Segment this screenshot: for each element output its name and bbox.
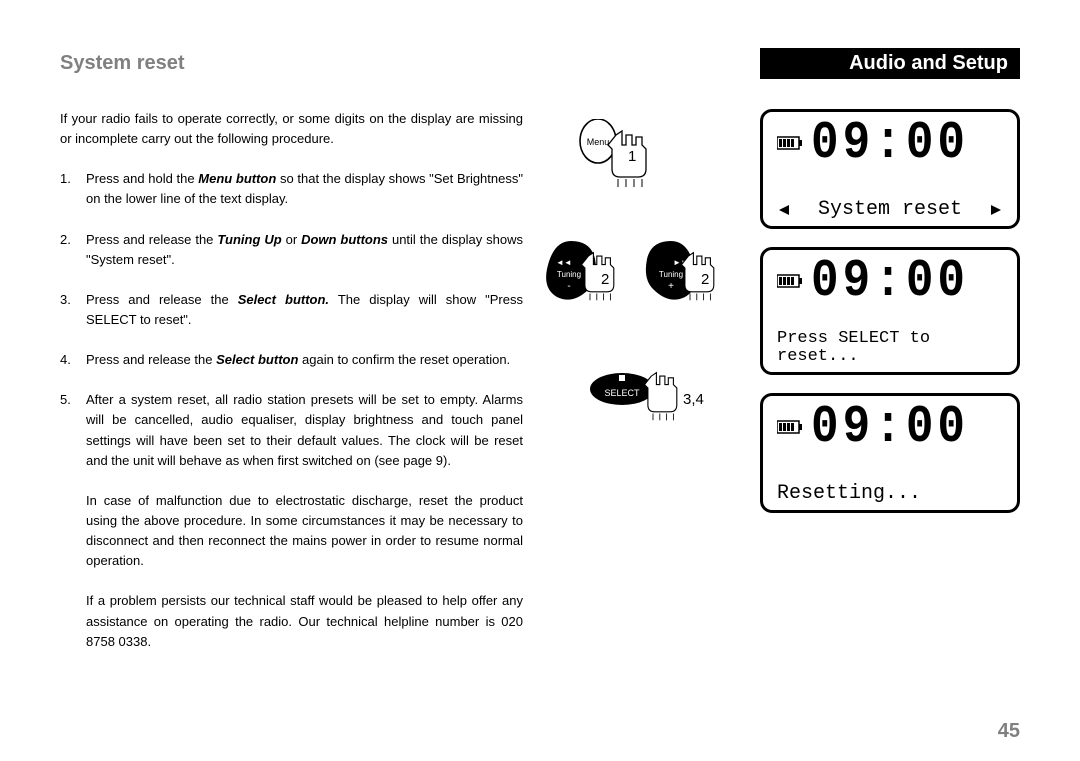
- step-2: 2. Press and release the Tuning Up or Do…: [60, 230, 523, 270]
- step-label-menu: 1: [628, 148, 636, 165]
- svg-text:2: 2: [601, 271, 609, 288]
- lcd-line: System reset: [818, 199, 962, 220]
- svg-text:2: 2: [701, 271, 709, 288]
- svg-text:Tuning: Tuning: [557, 270, 581, 279]
- select-label: SELECT: [604, 388, 640, 398]
- battery-icon: [777, 418, 805, 436]
- lcd-line: reset...: [777, 348, 1003, 366]
- diagram-tuning: ◄◄ Tuning - 2 ►► Tuning +: [543, 239, 753, 334]
- header-row: System reset Audio and Setup: [60, 48, 1020, 79]
- step-1: 1. Press and hold the Menu button so tha…: [60, 169, 523, 209]
- chapter-badge: Audio and Setup: [760, 48, 1020, 79]
- diagram-column: Menu 1 ◄◄ Tuning -: [543, 109, 740, 672]
- lcd-time: 09:00: [811, 401, 969, 454]
- battery-icon: [777, 272, 805, 290]
- menu-label: Menu: [587, 137, 610, 147]
- step-3: 3. Press and release the Select button. …: [60, 290, 523, 330]
- step-4: 4. Press and release the Select button a…: [60, 350, 523, 370]
- extra-para-1: In case of malfunction due to electrosta…: [86, 491, 523, 572]
- arrow-right-icon: [989, 203, 1003, 217]
- arrow-left-icon: [777, 203, 791, 217]
- extra-para-2: If a problem persists our technical staf…: [86, 591, 523, 651]
- svg-text:-: -: [567, 281, 570, 292]
- svg-text:◄◄: ◄◄: [556, 258, 572, 267]
- diagram-select: SELECT 3,4: [588, 369, 738, 434]
- section-title: System reset: [60, 52, 185, 75]
- lcd-line: Resetting...: [777, 483, 1003, 504]
- battery-icon: [777, 134, 805, 152]
- lcd-screen-3: 09:00 Resetting...: [760, 393, 1020, 513]
- svg-text:Tuning: Tuning: [659, 270, 683, 279]
- intro-paragraph: If your radio fails to operate correctly…: [60, 109, 523, 149]
- step-5: 5. After a system reset, all radio stati…: [60, 390, 523, 471]
- lcd-column: 09:00 System reset 09:00 Press SELECT to…: [760, 109, 1020, 672]
- diagram-menu: Menu 1: [578, 119, 668, 204]
- step-label-select: 3,4: [683, 391, 704, 408]
- text-column: If your radio fails to operate correctly…: [60, 109, 523, 672]
- svg-text:+: +: [668, 281, 674, 292]
- content-row: If your radio fails to operate correctly…: [60, 109, 1020, 672]
- lcd-time: 09:00: [811, 255, 969, 308]
- lcd-screen-2: 09:00 Press SELECT to reset...: [760, 247, 1020, 375]
- lcd-screen-1: 09:00 System reset: [760, 109, 1020, 229]
- step-list: 1. Press and hold the Menu button so tha…: [60, 169, 523, 471]
- lcd-line: Press SELECT to: [777, 330, 1003, 348]
- page-number: 45: [998, 720, 1020, 743]
- lcd-time: 09:00: [811, 117, 969, 170]
